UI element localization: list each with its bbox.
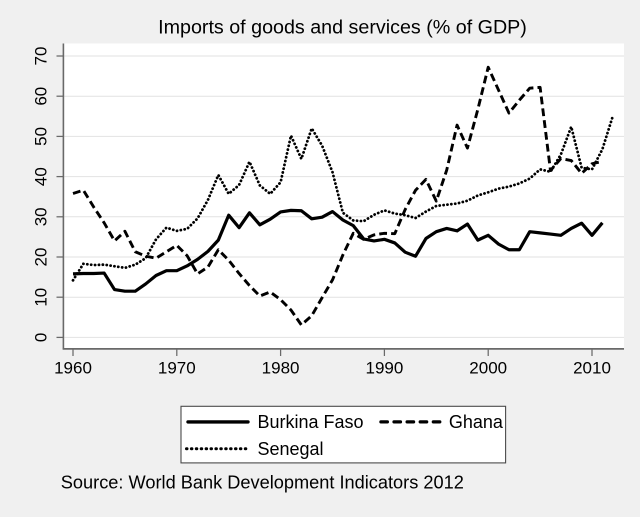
svg-text:2010: 2010 <box>573 359 611 378</box>
svg-text:Burkina Faso: Burkina Faso <box>258 412 364 432</box>
svg-text:Source: World Bank Development: Source: World Bank Development Indicator… <box>61 473 464 493</box>
svg-text:Senegal: Senegal <box>258 439 324 459</box>
svg-text:20: 20 <box>32 248 51 267</box>
svg-text:60: 60 <box>32 87 51 106</box>
svg-text:1960: 1960 <box>54 359 92 378</box>
svg-text:0: 0 <box>32 333 51 342</box>
svg-text:Imports of goods and services: Imports of goods and services (% of GDP) <box>158 16 527 38</box>
svg-text:1990: 1990 <box>365 359 403 378</box>
svg-text:40: 40 <box>32 167 51 186</box>
svg-text:50: 50 <box>32 127 51 146</box>
svg-text:1980: 1980 <box>262 359 300 378</box>
svg-text:30: 30 <box>32 207 51 226</box>
svg-text:2000: 2000 <box>469 359 507 378</box>
svg-text:Ghana: Ghana <box>449 412 504 432</box>
svg-text:70: 70 <box>32 47 51 66</box>
svg-text:10: 10 <box>32 288 51 307</box>
svg-text:1970: 1970 <box>158 359 196 378</box>
